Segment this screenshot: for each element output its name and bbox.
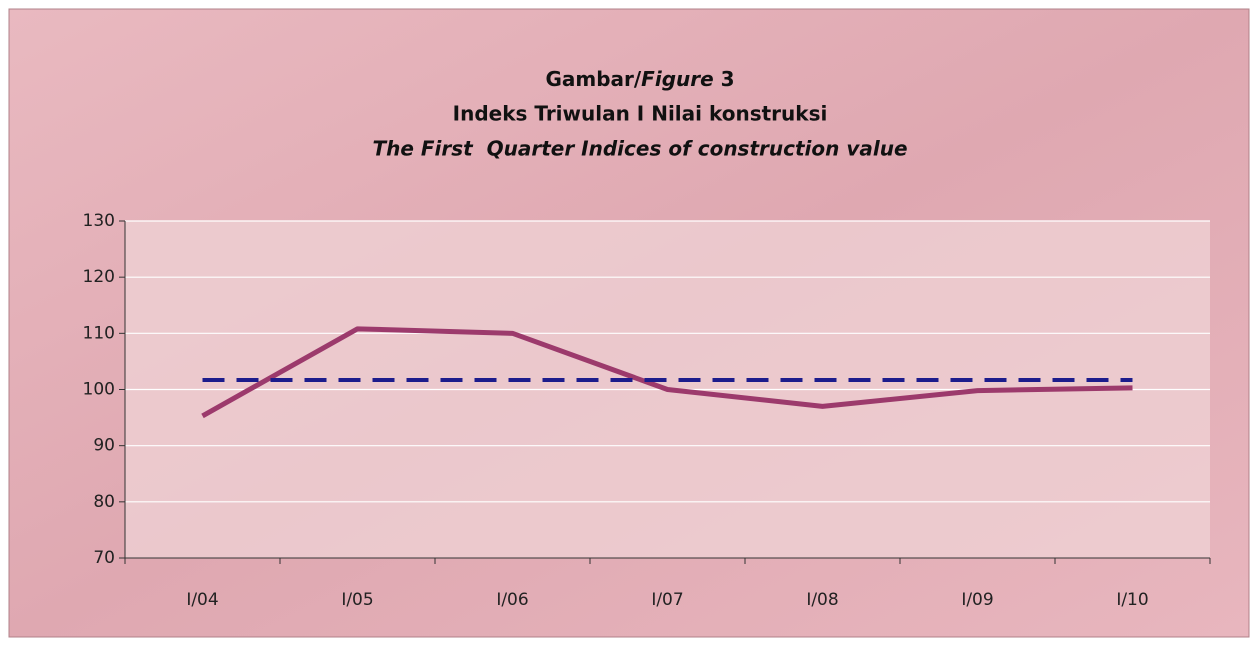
chart-subtitle: Indeks Triwulan I Nilai konstruksi: [453, 102, 828, 126]
x-tick-label: I/04: [186, 590, 218, 610]
y-tick-label: 100: [83, 380, 115, 400]
chart-title: Gambar/Figure 3: [545, 67, 734, 91]
x-tick-label: I/06: [496, 590, 528, 610]
y-tick-label: 120: [83, 267, 115, 287]
x-tick-label: I/10: [1116, 590, 1148, 610]
series-line: [201, 326, 1133, 419]
x-tick-label: I/05: [341, 590, 373, 610]
y-tick-label: 90: [93, 436, 115, 456]
x-tick-label: I/07: [651, 590, 683, 610]
y-tick-label: 110: [83, 323, 115, 343]
y-tick-label: 80: [93, 492, 115, 512]
y-tick-label: 130: [83, 211, 115, 231]
x-tick-label: I/08: [806, 590, 838, 610]
x-tick-label: I/09: [961, 590, 993, 610]
chart-subtitle: The First Quarter Indices of constructio…: [372, 137, 907, 161]
y-tick-label: 70: [93, 548, 115, 568]
